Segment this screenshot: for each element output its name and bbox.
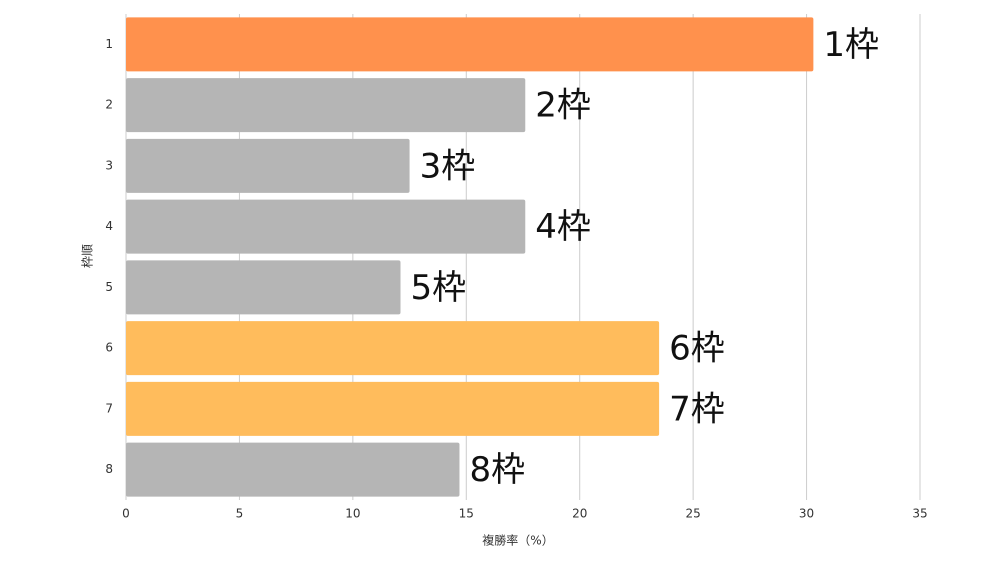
x-tick-label: 35 (912, 507, 927, 521)
x-tick-label: 30 (799, 507, 814, 521)
bar (126, 321, 660, 376)
bar-label: 8枠 (469, 450, 525, 490)
y-tick-label: 3 (105, 158, 113, 172)
x-tick-label: 10 (345, 507, 360, 521)
y-axis-title: 枠順 (81, 244, 95, 268)
y-tick-label: 7 (105, 401, 113, 415)
y-tick-label: 1 (105, 37, 113, 51)
bar-label: 6枠 (669, 329, 725, 369)
bar (126, 78, 526, 133)
bar (126, 17, 814, 72)
bar-label: 4枠 (535, 207, 591, 247)
y-tick-label: 6 (105, 341, 113, 355)
x-tick-label: 25 (686, 507, 701, 521)
y-tick-label: 8 (105, 462, 113, 476)
bar (126, 260, 401, 315)
bar-label: 2枠 (535, 86, 591, 126)
bar (126, 199, 526, 254)
y-tick-label: 2 (105, 98, 113, 112)
y-tick-label: 5 (105, 280, 113, 294)
y-tick-label: 4 (105, 219, 113, 233)
bar-label: 1枠 (823, 25, 879, 65)
bar (126, 138, 410, 193)
x-tick-label: 5 (236, 507, 244, 521)
bar (126, 442, 460, 497)
bar-label: 5枠 (410, 268, 466, 308)
bar (126, 381, 660, 436)
x-tick-label: 20 (572, 507, 587, 521)
bar-label: 7枠 (669, 389, 725, 429)
x-axis-title: 複勝率（%） (482, 533, 553, 548)
bar-label: 3枠 (420, 146, 476, 186)
x-tick-label: 15 (459, 507, 474, 521)
x-tick-label: 0 (122, 507, 130, 521)
